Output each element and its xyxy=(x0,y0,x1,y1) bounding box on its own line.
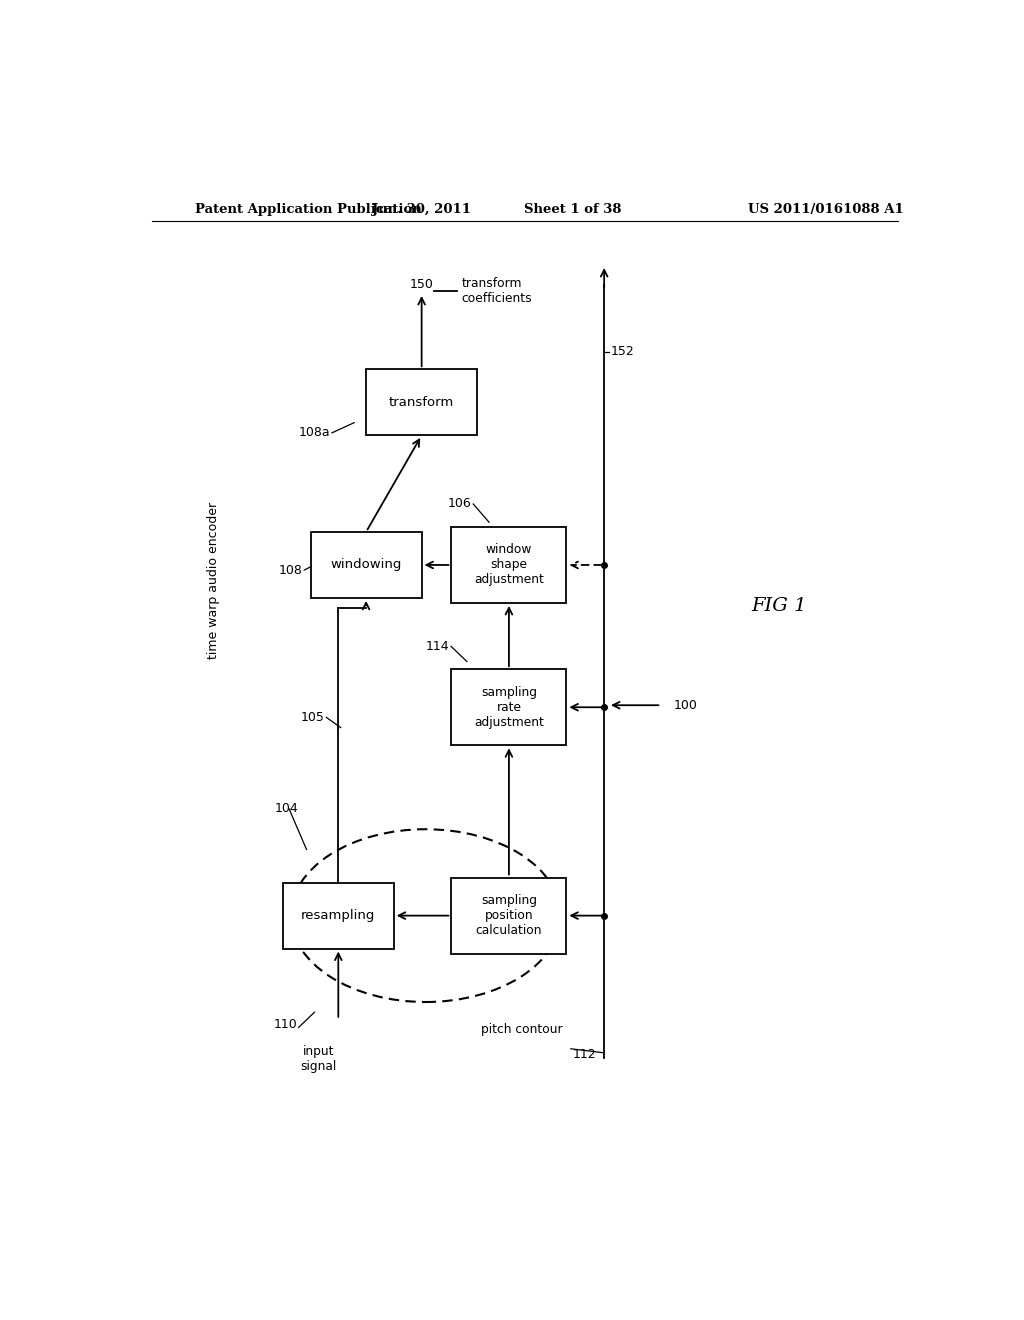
FancyBboxPatch shape xyxy=(452,878,566,954)
Text: 112: 112 xyxy=(572,1048,596,1061)
Text: sampling
rate
adjustment: sampling rate adjustment xyxy=(474,686,544,729)
Text: transform: transform xyxy=(389,396,455,409)
FancyBboxPatch shape xyxy=(310,532,422,598)
Text: input
signal: input signal xyxy=(300,1044,337,1073)
Text: Jun. 30, 2011: Jun. 30, 2011 xyxy=(372,203,471,215)
Text: window
shape
adjustment: window shape adjustment xyxy=(474,544,544,586)
Text: 150: 150 xyxy=(410,277,433,290)
Text: sampling
position
calculation: sampling position calculation xyxy=(476,894,542,937)
Text: pitch contour: pitch contour xyxy=(481,1023,563,1036)
Text: resampling: resampling xyxy=(301,909,376,923)
Text: 108a: 108a xyxy=(299,426,331,440)
FancyBboxPatch shape xyxy=(283,883,394,949)
Text: 100: 100 xyxy=(674,698,698,711)
Text: 110: 110 xyxy=(273,1018,297,1031)
Text: US 2011/0161088 A1: US 2011/0161088 A1 xyxy=(749,203,904,215)
Text: FIG 1: FIG 1 xyxy=(751,597,807,615)
Text: Patent Application Publication: Patent Application Publication xyxy=(196,203,422,215)
Text: 114: 114 xyxy=(426,640,450,653)
Text: 104: 104 xyxy=(274,803,299,816)
Text: 152: 152 xyxy=(610,345,634,358)
Text: transform
coefficients: transform coefficients xyxy=(462,276,531,305)
Text: 108: 108 xyxy=(279,564,303,577)
FancyBboxPatch shape xyxy=(452,527,566,603)
Text: time warp audio encoder: time warp audio encoder xyxy=(207,502,220,659)
Text: Sheet 1 of 38: Sheet 1 of 38 xyxy=(523,203,622,215)
Text: 106: 106 xyxy=(447,498,472,511)
FancyBboxPatch shape xyxy=(452,669,566,746)
FancyBboxPatch shape xyxy=(367,370,477,436)
Text: windowing: windowing xyxy=(331,558,401,572)
Text: 105: 105 xyxy=(301,711,325,723)
